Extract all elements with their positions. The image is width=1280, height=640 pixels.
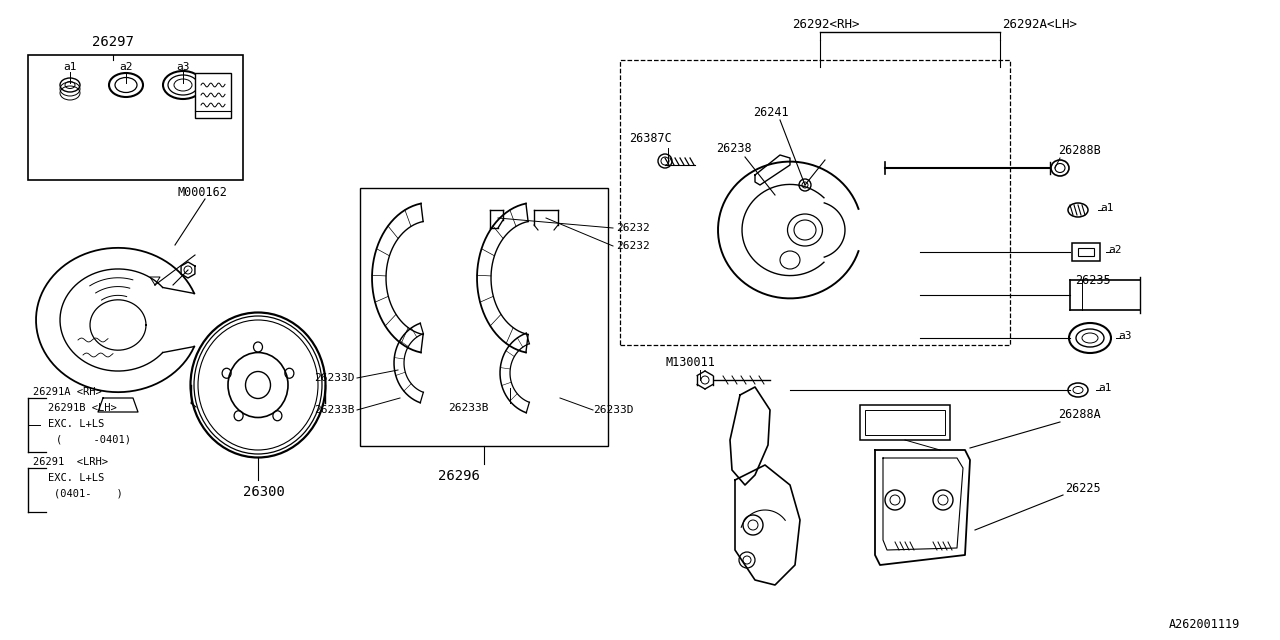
Text: a3: a3: [1117, 331, 1132, 341]
Text: 26235: 26235: [1075, 275, 1111, 287]
Text: 26232: 26232: [616, 223, 650, 233]
Text: M000162: M000162: [178, 186, 228, 198]
Text: (0401-    ): (0401- ): [54, 489, 123, 499]
Text: 26233B: 26233B: [448, 403, 488, 413]
Text: EXC. L+LS: EXC. L+LS: [49, 419, 104, 429]
Text: 26288B: 26288B: [1059, 143, 1101, 157]
Text: (     -0401): ( -0401): [56, 435, 131, 445]
Text: 26233D: 26233D: [315, 373, 355, 383]
Text: EXC. L+LS: EXC. L+LS: [49, 473, 104, 483]
Text: 26297: 26297: [92, 35, 134, 49]
Text: 26233B: 26233B: [315, 405, 355, 415]
Text: 26296: 26296: [438, 469, 480, 483]
Text: a1: a1: [63, 62, 77, 72]
Text: 26291  <LRH>: 26291 <LRH>: [33, 457, 108, 467]
Text: a2: a2: [119, 62, 133, 72]
Text: 26291A <RH>: 26291A <RH>: [33, 387, 101, 397]
Bar: [860, 405, 950, 440]
Text: A262001119: A262001119: [1169, 618, 1240, 632]
Text: 26292<RH>: 26292<RH>: [792, 17, 859, 31]
Bar: [620, 60, 1010, 345]
Text: 26225: 26225: [1065, 481, 1101, 495]
Text: a3: a3: [177, 62, 189, 72]
Text: a1: a1: [1098, 383, 1111, 393]
Text: 26288A: 26288A: [1059, 408, 1101, 422]
Bar: [1073, 243, 1100, 261]
Text: 26387C: 26387C: [628, 131, 672, 145]
Text: 26238: 26238: [716, 141, 751, 154]
Text: 26233D: 26233D: [593, 405, 634, 415]
Bar: [360, 188, 608, 446]
Text: 26241: 26241: [753, 106, 788, 118]
Bar: [28, 55, 243, 180]
Text: 26232: 26232: [616, 241, 650, 251]
Bar: [865, 410, 945, 435]
Text: 26292A<LH>: 26292A<LH>: [1002, 17, 1076, 31]
Bar: [195, 73, 230, 118]
Text: 26291B <LH>: 26291B <LH>: [49, 403, 116, 413]
Text: a2: a2: [1108, 245, 1121, 255]
Text: a1: a1: [1100, 203, 1114, 213]
Bar: [1078, 248, 1094, 256]
Text: M130011: M130011: [666, 355, 714, 369]
Text: 26300: 26300: [243, 485, 285, 499]
